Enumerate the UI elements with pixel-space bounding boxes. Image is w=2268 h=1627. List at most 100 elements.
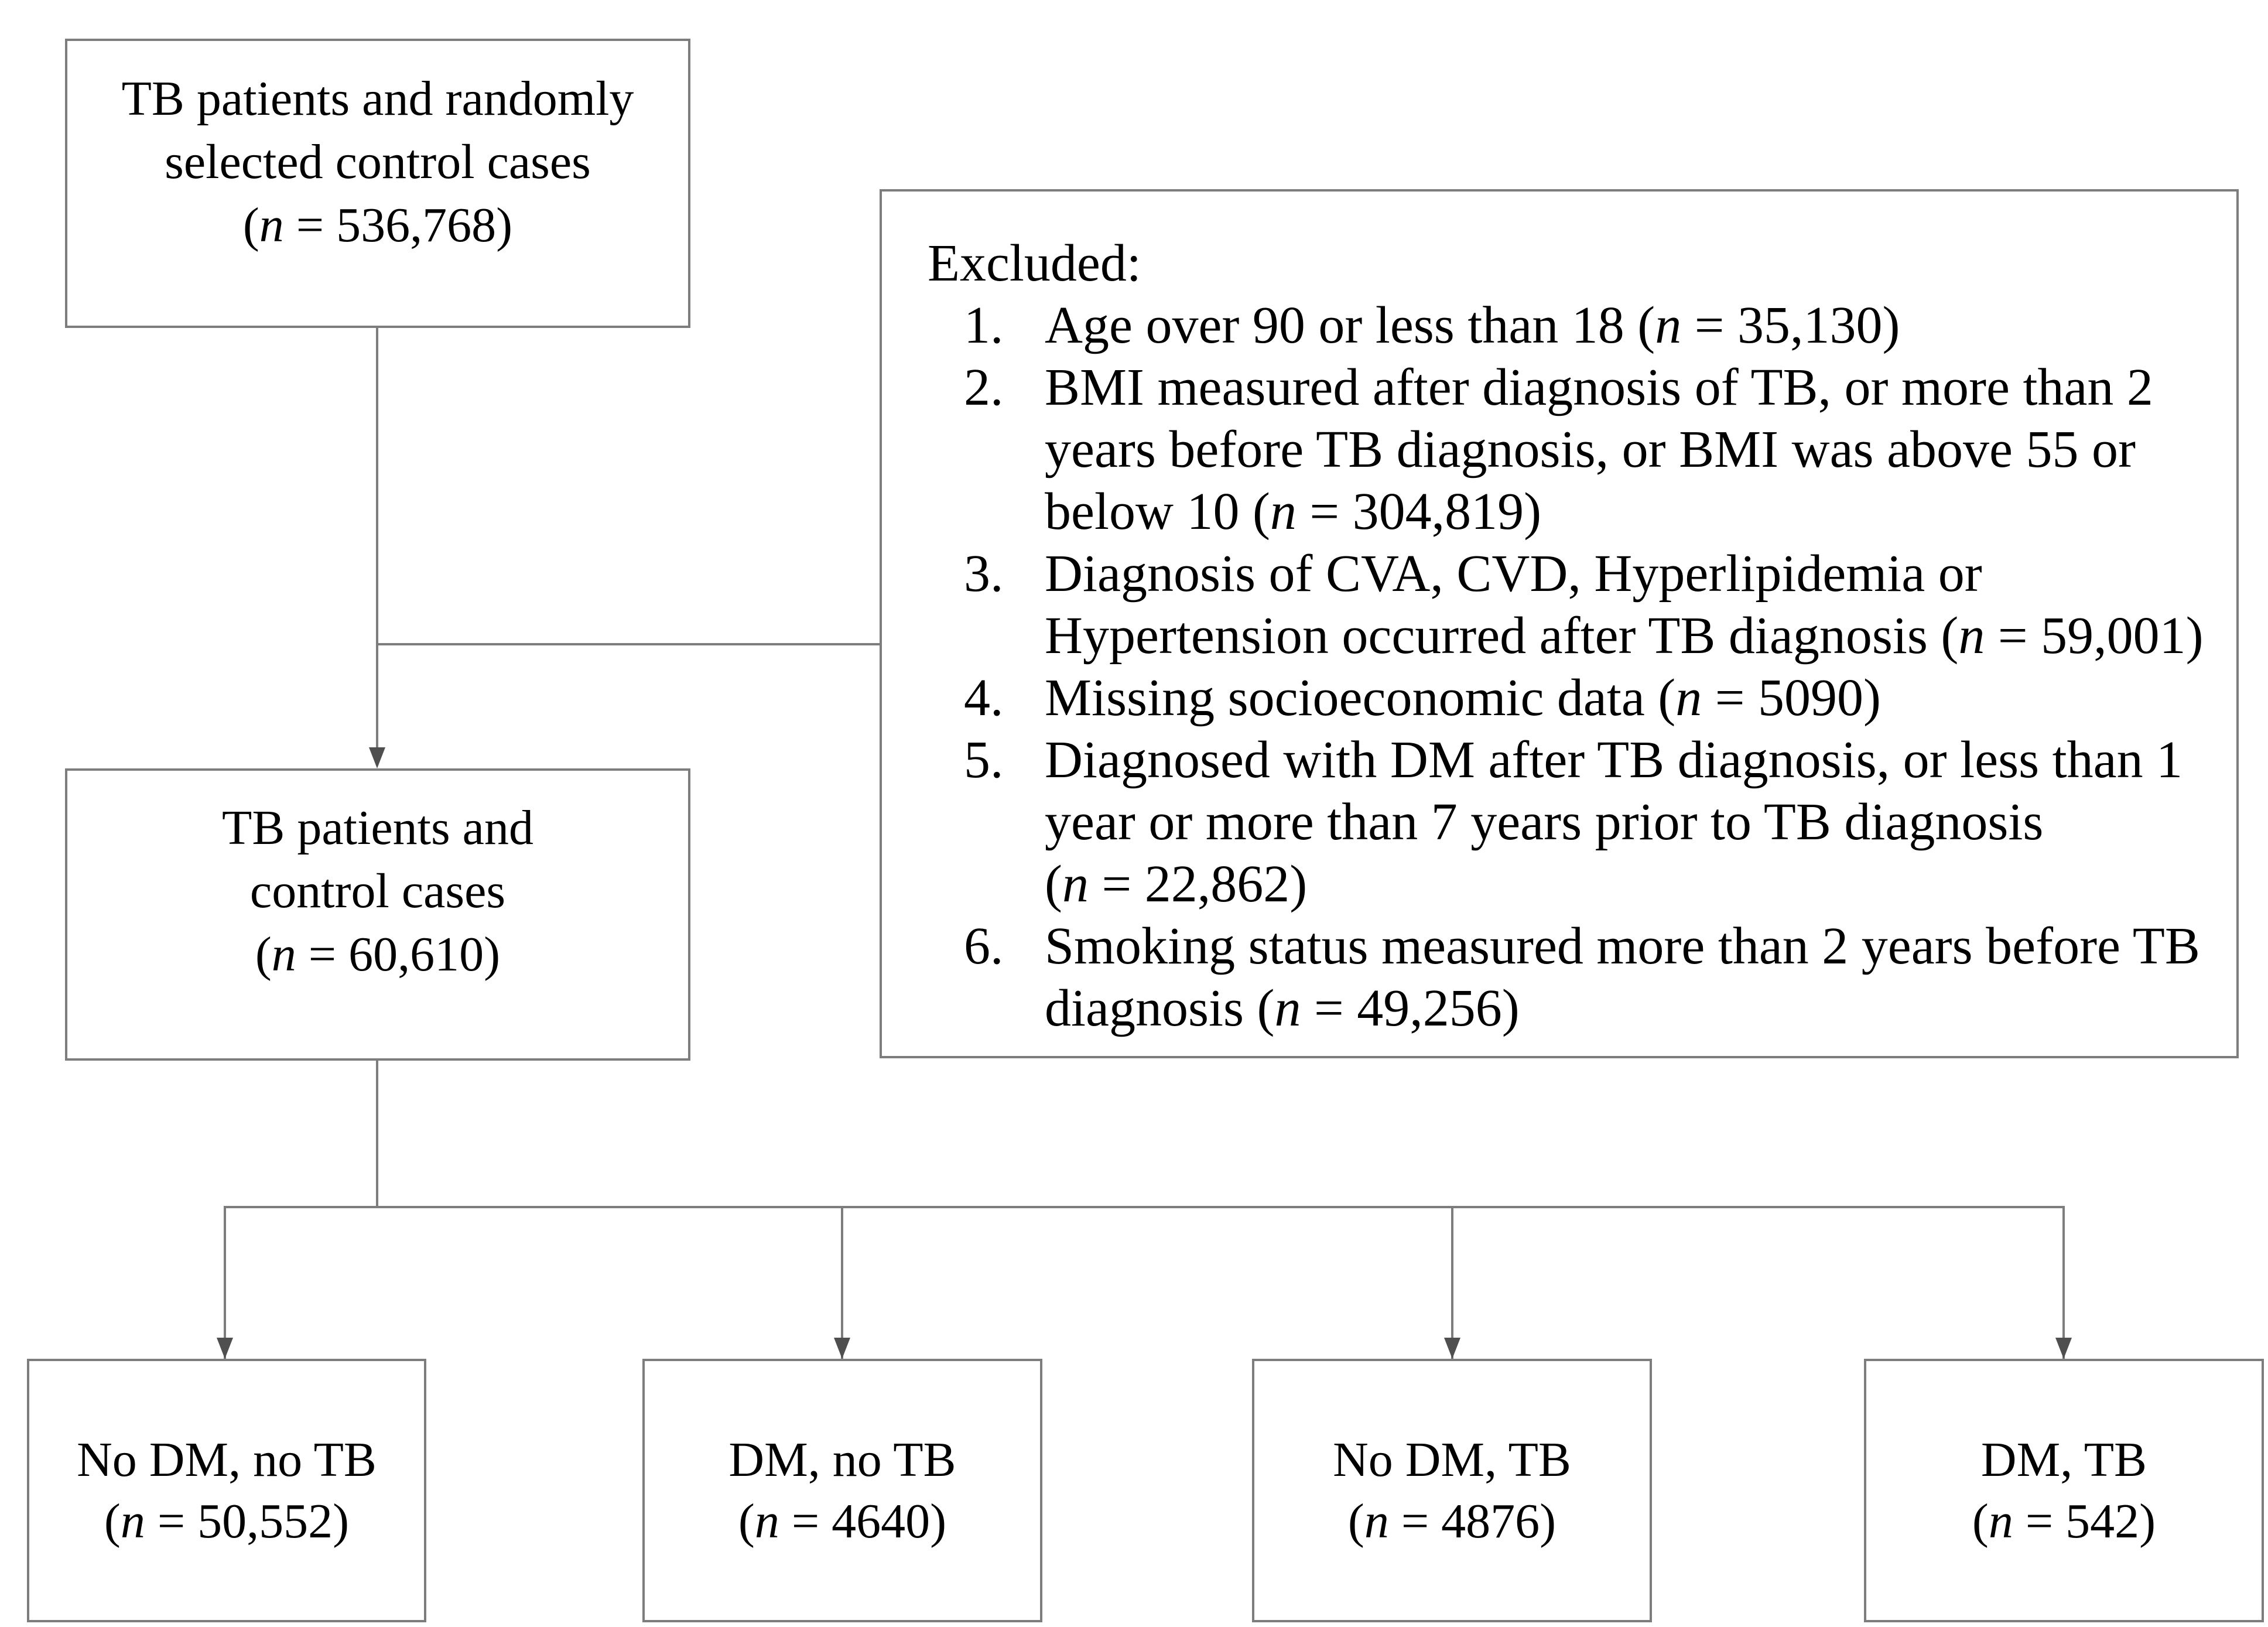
excluded-item-number (964, 791, 1045, 853)
branch-drop-1 (224, 1206, 226, 1359)
n-symbol: n (1270, 483, 1297, 541)
initial-cohort-line1: TB patients and randomly (121, 71, 634, 126)
excluded-item-number: 6. (964, 917, 1004, 975)
final-cohort-line1: TB patients and (222, 800, 533, 855)
arrowhead-down-icon (1444, 1338, 1460, 1359)
excluded-item-number: 2. (964, 358, 1004, 416)
excluded-text-pre: years before TB diagnosis, or BMI was ab… (1045, 421, 2136, 478)
n-open: ( (1347, 1494, 1364, 1549)
excluded-line: 4. Missing socioeconomic data (n = 5090) (964, 667, 2236, 729)
n-value: = 4640) (779, 1494, 947, 1549)
excluded-item-text: Age over 90 or less than 18 (n = 35,130) (1045, 295, 1900, 357)
excluded-line: diagnosis (n = 49,256) (964, 977, 2236, 1040)
outcome-n: (n = 542) (1972, 1491, 2156, 1552)
excluded-line: 6. Smoking status measured more than 2 y… (964, 915, 2236, 977)
n-symbol: n (1988, 1494, 2013, 1549)
excluded-line: years before TB diagnosis, or BMI was ab… (964, 419, 2236, 481)
excluded-text-post: = 59,001) (1985, 607, 2204, 665)
excluded-text-post: = 49,256) (1301, 979, 1520, 1037)
n-symbol: n (259, 198, 284, 252)
outcome-title: DM, no TB (728, 1433, 956, 1487)
n-value: = 536,768) (283, 198, 513, 252)
n-symbol: n (754, 1494, 779, 1549)
excluded-item-text: Smoking status measured more than 2 year… (1045, 915, 2200, 977)
box-outcome-no-dm-no-tb: No DM, no TB (n = 50,552) (27, 1359, 426, 1622)
final-cohort-line2: control cases (249, 863, 506, 918)
excluded-item-number (964, 419, 1045, 481)
outcome-n: (n = 4876) (1348, 1491, 1556, 1552)
n-symbol: n (1655, 296, 1682, 354)
excluded-item-number: 5. (964, 731, 1004, 789)
excluded-item-number: 1. (964, 296, 1004, 354)
excluded-text-pre: below 10 ( (1045, 483, 1270, 541)
excluded-text-pre: Smoking status measured more than 2 year… (1045, 917, 2200, 975)
excluded-item-number (964, 853, 1045, 915)
excluded-item-text: BMI measured after diagnosis of TB, or m… (1045, 357, 2153, 419)
final-cohort-n: (n = 60,610) (222, 923, 533, 986)
box-final-cohort: TB patients and control cases (n = 60,61… (65, 768, 690, 1061)
outcome-title: DM, TB (1980, 1433, 2147, 1487)
excluded-text-post: = 35,130) (1681, 296, 1900, 354)
n-symbol: n (1675, 669, 1702, 727)
excluded-text-pre: Hypertension occurred after TB diagnosis… (1045, 607, 1959, 665)
excluded-line: below 10 (n = 304,819) (964, 481, 2236, 543)
excluded-heading: Excluded: (928, 234, 1141, 292)
excluded-text-pre: ( (1045, 855, 1062, 913)
n-value: = 4876) (1388, 1494, 1557, 1549)
n-symbol: n (271, 927, 296, 982)
arrowhead-down-icon (834, 1338, 850, 1359)
arrowhead-down-icon (2055, 1338, 2072, 1359)
n-open: ( (104, 1494, 121, 1549)
n-value: = 50,552) (145, 1494, 350, 1549)
box-outcome-dm-tb: DM, TB (n = 542) (1864, 1359, 2264, 1622)
box-outcome-no-dm-tb: No DM, TB (n = 4876) (1252, 1359, 1652, 1622)
arrowhead-down-icon (369, 747, 385, 768)
branch-drop-4 (2062, 1206, 2065, 1359)
branch-drop-2 (841, 1206, 843, 1359)
outcome-n: (n = 50,552) (104, 1491, 349, 1552)
initial-cohort-n: (n = 536,768) (122, 194, 634, 257)
box-initial-cohort: TB patients and randomly selected contro… (65, 39, 690, 328)
n-symbol: n (1364, 1494, 1389, 1549)
excluded-item-number (964, 481, 1045, 543)
excluded-text-post: = 5090) (1702, 669, 1882, 727)
excluded-item-text: Hypertension occurred after TB diagnosis… (1045, 605, 2204, 667)
n-open: ( (1972, 1494, 1989, 1549)
excluded-item-number (964, 605, 1045, 667)
excluded-item-text: Diagnosis of CVA, CVD, Hyperlipidemia or (1045, 543, 1982, 605)
excluded-item-number: 4. (964, 669, 1004, 727)
excluded-text-pre: Diagnosed with DM after TB diagnosis, or… (1045, 731, 2183, 789)
n-value: = 542) (2013, 1494, 2156, 1549)
excluded-item-text: diagnosis (n = 49,256) (1045, 977, 1520, 1040)
box-excluded: Excluded: 1. Age over 90 or less than 18… (880, 189, 2239, 1058)
branch-line (224, 1206, 2065, 1208)
n-open: ( (738, 1494, 755, 1549)
excluded-line: 2. BMI measured after diagnosis of TB, o… (964, 357, 2236, 419)
connector-to-excluded (377, 643, 880, 645)
excluded-item-text: year or more than 7 years prior to TB di… (1045, 791, 2043, 853)
n-symbol: n (1062, 855, 1089, 913)
excluded-text-pre: year or more than 7 years prior to TB di… (1045, 793, 2044, 851)
n-symbol: n (1274, 979, 1301, 1037)
connector-initial-to-cohort (376, 328, 378, 750)
excluded-line: year or more than 7 years prior to TB di… (964, 791, 2236, 853)
initial-cohort-line2: selected control cases (165, 135, 591, 189)
excluded-item-text: (n = 22,862) (1045, 853, 1307, 915)
excluded-item-text: years before TB diagnosis, or BMI was ab… (1045, 419, 2136, 481)
excluded-list: 1. Age over 90 or less than 18 (n = 35,1… (882, 295, 2236, 1040)
excluded-text-pre: Missing socioeconomic data ( (1045, 669, 1676, 727)
excluded-text-post: = 22,862) (1088, 855, 1308, 913)
initial-cohort-text: TB patients and randomly selected contro… (122, 67, 634, 257)
excluded-line: (n = 22,862) (964, 853, 2236, 915)
excluded-text-pre: diagnosis ( (1045, 979, 1275, 1037)
excluded-line: 1. Age over 90 or less than 18 (n = 35,1… (964, 295, 2236, 357)
n-open: ( (255, 927, 272, 982)
excluded-text-pre: BMI measured after diagnosis of TB, or m… (1045, 358, 2153, 416)
n-symbol: n (120, 1494, 145, 1549)
excluded-line: Hypertension occurred after TB diagnosis… (964, 605, 2236, 667)
box-outcome-dm-no-tb: DM, no TB (n = 4640) (642, 1359, 1042, 1622)
n-symbol: n (1958, 607, 1985, 665)
branch-drop-3 (1451, 1206, 1453, 1359)
excluded-item-text: below 10 (n = 304,819) (1045, 481, 1541, 543)
